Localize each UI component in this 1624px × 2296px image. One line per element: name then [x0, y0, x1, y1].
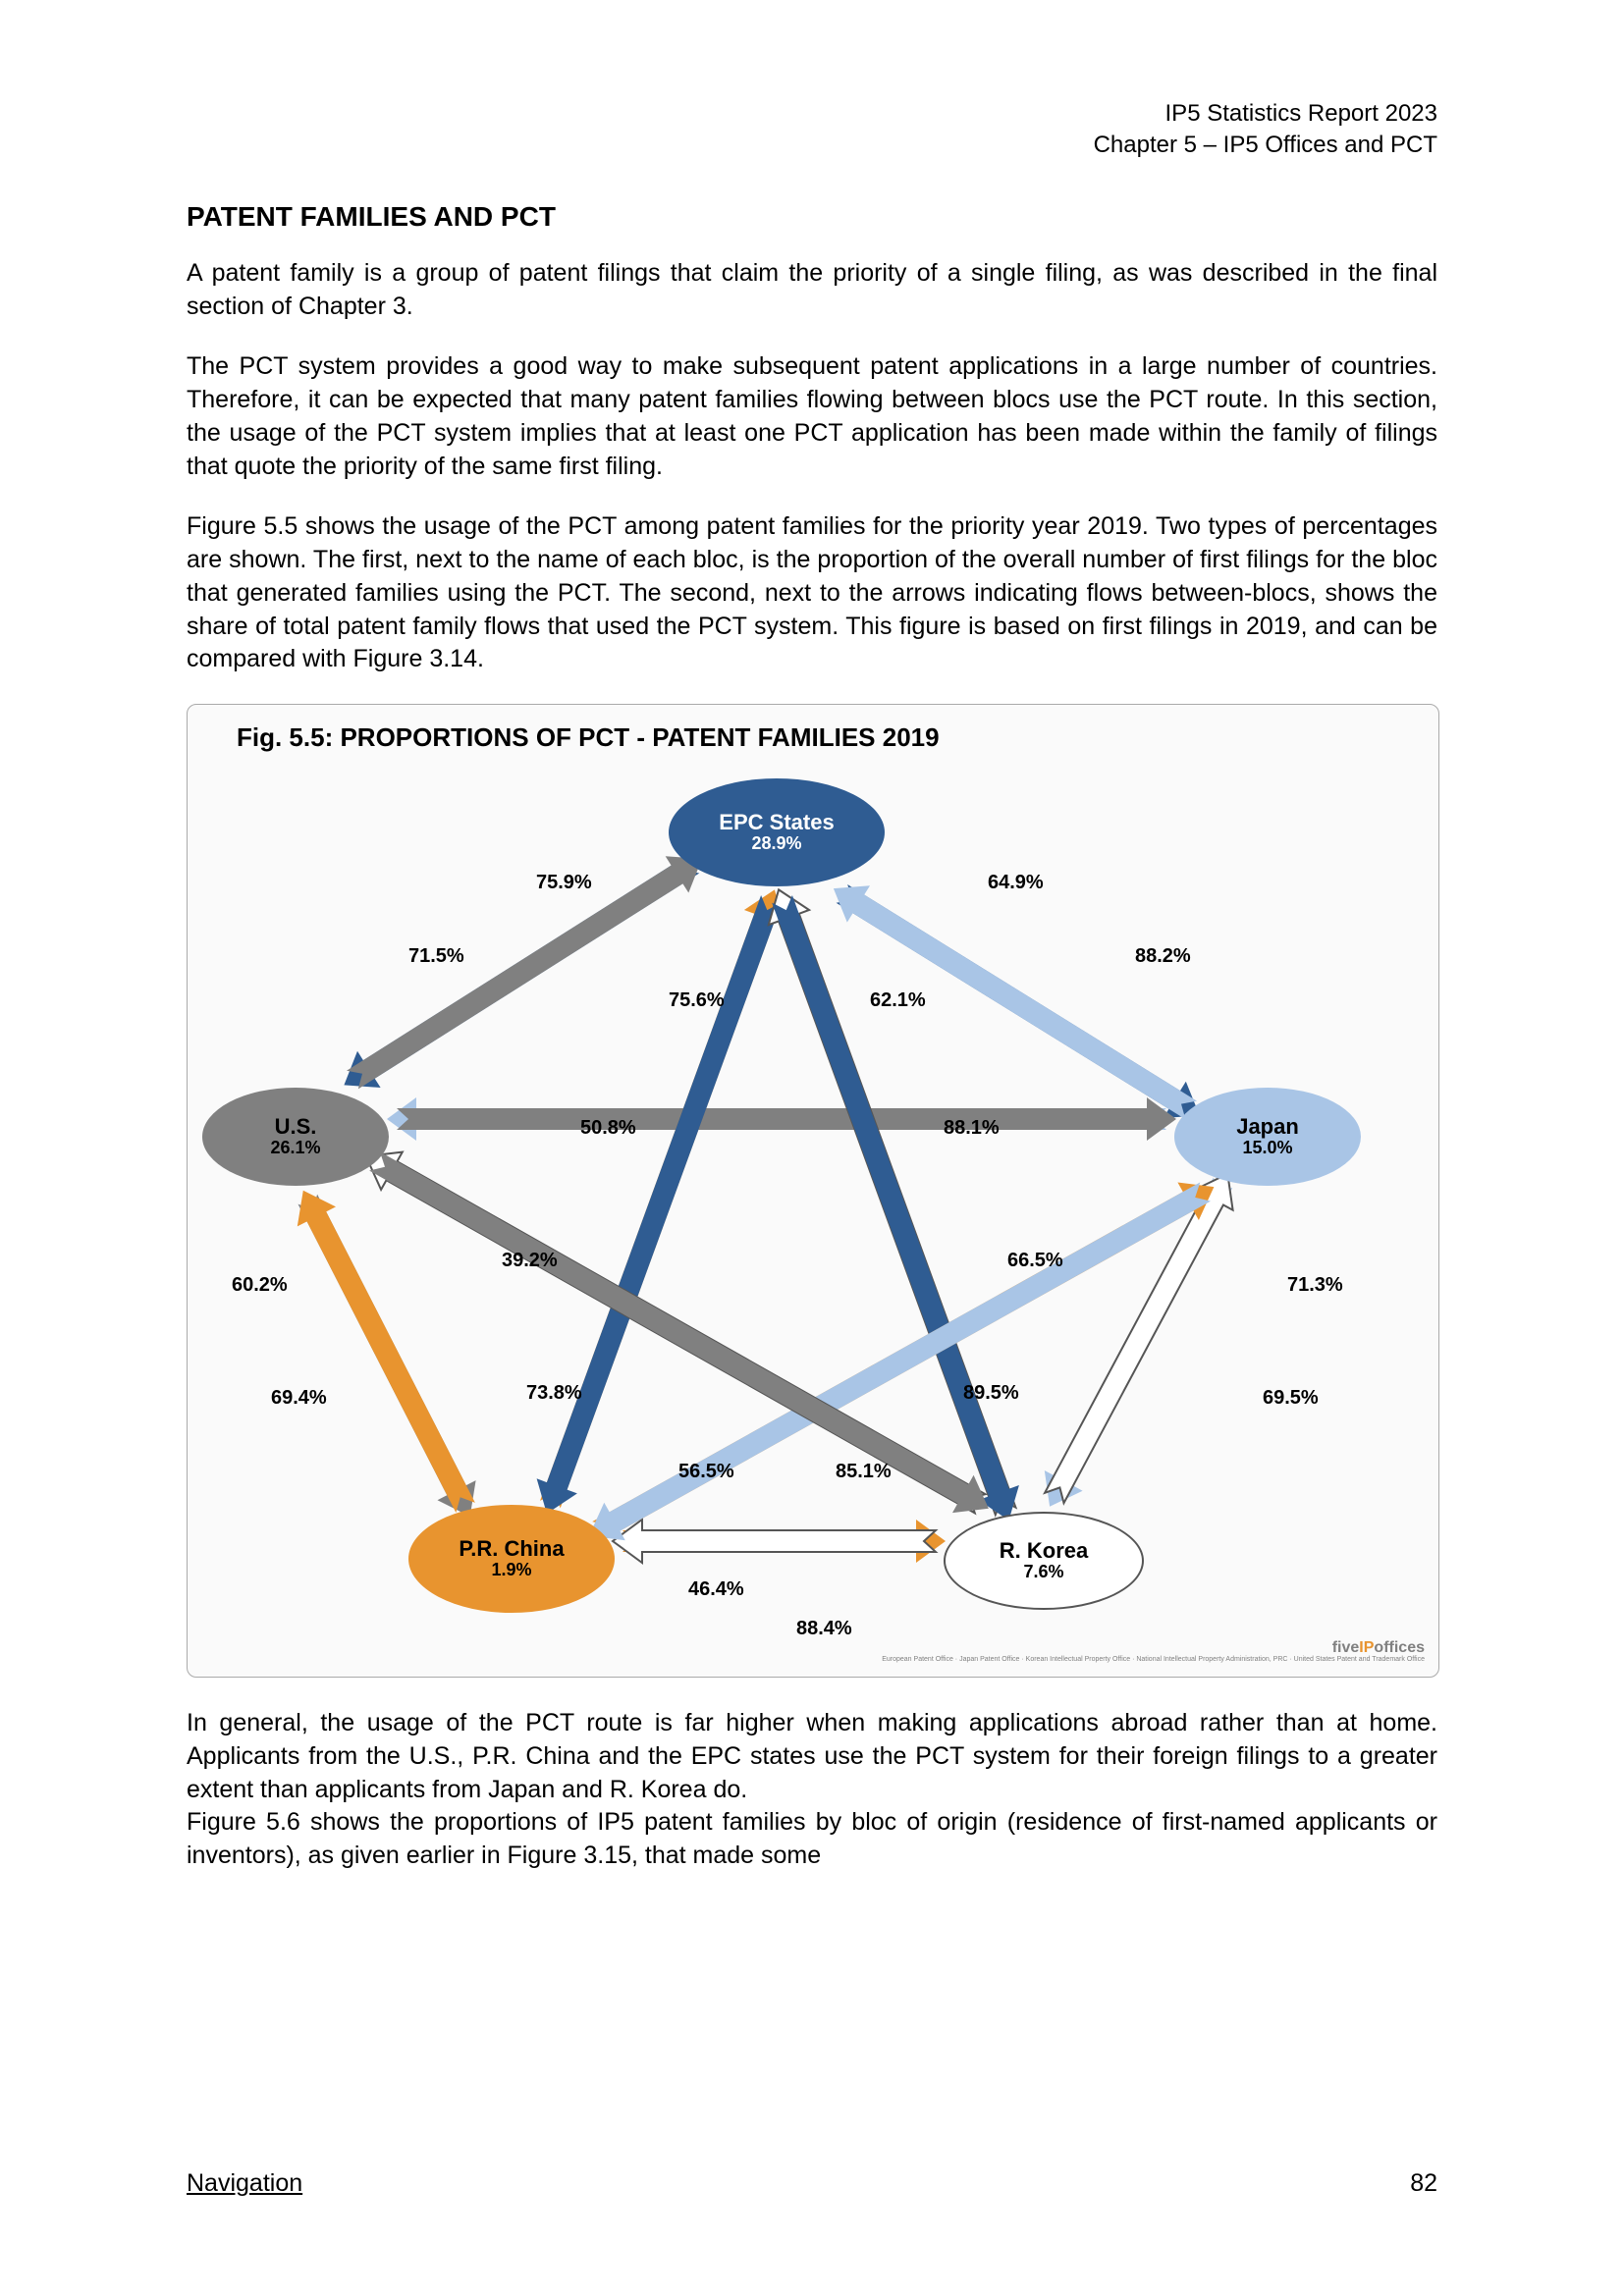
brand-sub: European Patent Office · Japan Patent Of… — [882, 1656, 1425, 1663]
flow-arrow — [347, 856, 702, 1089]
flow-label: 50.8% — [580, 1117, 636, 1140]
figure-5-5: Fig. 5.5: PROPORTIONS OF PCT - PATENT FA… — [187, 704, 1439, 1678]
node-epc-label: EPC States — [719, 811, 834, 834]
flow-label: 71.3% — [1287, 1274, 1343, 1297]
brand-logo: fiveIPoffices European Patent Office · J… — [882, 1640, 1425, 1663]
page: IP5 Statistics Report 2023 Chapter 5 – I… — [0, 0, 1624, 2296]
node-china: P.R. China1.9% — [408, 1505, 615, 1613]
node-china-label: P.R. China — [459, 1537, 564, 1561]
paragraph-1: A patent family is a group of patent fil… — [187, 257, 1437, 324]
flow-label: 62.1% — [870, 989, 926, 1012]
flow-label: 56.5% — [678, 1461, 734, 1483]
flow-label: 60.2% — [232, 1274, 288, 1297]
page-header: IP5 Statistics Report 2023 Chapter 5 – I… — [187, 98, 1437, 162]
flow-label: 69.4% — [271, 1387, 327, 1410]
flow-label: 69.5% — [1263, 1387, 1319, 1410]
node-japan: Japan15.0% — [1174, 1088, 1361, 1186]
section-title: PATENT FAMILIES AND PCT — [187, 201, 1437, 233]
flow-arrow — [397, 1097, 1176, 1141]
flow-arrow — [613, 1520, 936, 1563]
page-footer: Navigation 82 — [187, 2169, 1437, 2198]
node-china-pct: 1.9% — [491, 1561, 531, 1580]
flow-label: 66.5% — [1007, 1250, 1063, 1272]
node-us-pct: 26.1% — [270, 1139, 320, 1158]
flow-label: 75.9% — [536, 872, 592, 894]
brand-post: offices — [1374, 1639, 1425, 1656]
node-korea-label: R. Korea — [1000, 1539, 1088, 1563]
node-us-label: U.S. — [275, 1115, 317, 1139]
flow-label: 73.8% — [526, 1382, 582, 1405]
flow-label: 39.2% — [502, 1250, 558, 1272]
paragraph-2: The PCT system provides a good way to ma… — [187, 350, 1437, 483]
brand-pre: five — [1332, 1639, 1360, 1656]
navigation-link[interactable]: Navigation — [187, 2169, 302, 2198]
page-number: 82 — [1410, 2169, 1437, 2198]
flow-label: 88.4% — [796, 1618, 852, 1640]
flow-arrow — [537, 895, 782, 1514]
header-line-2: Chapter 5 – IP5 Offices and PCT — [187, 130, 1437, 161]
flow-label: 64.9% — [988, 872, 1044, 894]
paragraph-4: In general, the usage of the PCT route i… — [187, 1707, 1437, 1806]
flow-label: 46.4% — [688, 1578, 744, 1601]
node-korea: R. Korea7.6% — [944, 1512, 1144, 1610]
flow-arrow — [298, 1191, 475, 1513]
flow-label: 88.2% — [1135, 945, 1191, 968]
flow-label: 85.1% — [836, 1461, 892, 1483]
node-epc-pct: 28.9% — [751, 834, 801, 854]
header-line-1: IP5 Statistics Report 2023 — [187, 98, 1437, 130]
node-japan-pct: 15.0% — [1242, 1139, 1292, 1158]
paragraph-3: Figure 5.5 shows the usage of the PCT am… — [187, 510, 1437, 676]
paragraph-5: Figure 5.6 shows the proportions of IP5 … — [187, 1806, 1437, 1873]
node-korea-pct: 7.6% — [1023, 1563, 1063, 1582]
flow-label: 71.5% — [408, 945, 464, 968]
node-epc: EPC States28.9% — [669, 778, 885, 886]
node-japan-label: Japan — [1236, 1115, 1299, 1139]
node-us: U.S.26.1% — [202, 1088, 389, 1186]
flow-label: 89.5% — [963, 1382, 1019, 1405]
brand-ip: IP — [1359, 1639, 1374, 1656]
flow-label: 75.6% — [669, 989, 725, 1012]
flow-label: 88.1% — [944, 1117, 1000, 1140]
